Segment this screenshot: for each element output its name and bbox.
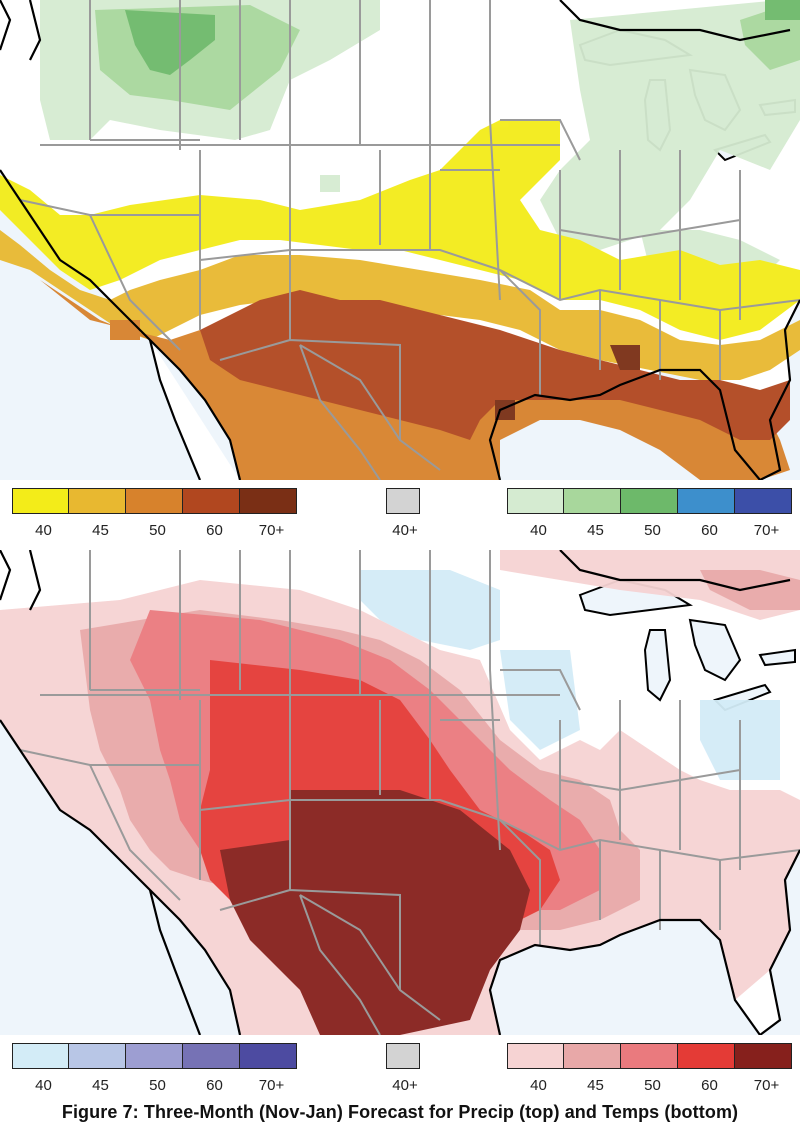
legend-item: 70+ (734, 1043, 792, 1094)
lake-ontario (758, 648, 796, 667)
legend-label: 70+ (753, 522, 780, 539)
legend-item: 70+ (239, 488, 297, 539)
legend-label: 40+ (392, 522, 418, 539)
legend-label: 45 (92, 522, 109, 539)
legend-swatch (734, 1043, 792, 1069)
state-borders (19, 550, 800, 1035)
lake-michigan (643, 629, 672, 702)
legend-item: 45 (563, 488, 621, 539)
legend-swatch (386, 1043, 420, 1069)
legend-label: 60 (701, 522, 718, 539)
land-mexico (150, 340, 240, 480)
legend-swatch (12, 1043, 70, 1069)
precip-shading (0, 0, 800, 480)
legend-swatch (125, 488, 183, 514)
coastlines (0, 550, 800, 1035)
legend-item: 50 (620, 488, 678, 539)
legend-label: 70+ (753, 1077, 780, 1094)
legend-label: 60 (206, 1077, 223, 1094)
legend-label: 40 (35, 522, 52, 539)
legend-swatch (12, 488, 70, 514)
legend-swatch (620, 1043, 678, 1069)
legend-swatch (563, 488, 621, 514)
legend-label: 40+ (392, 1077, 418, 1094)
legend-swatch (239, 488, 297, 514)
legend-item: 60 (182, 1043, 240, 1094)
legend-swatch (239, 1043, 297, 1069)
legend-label: 50 (149, 522, 166, 539)
temp-shading (0, 550, 800, 1035)
legend-label: 40 (530, 522, 547, 539)
legend-swatch (125, 1043, 183, 1069)
legend-item: 50 (125, 1043, 183, 1094)
legend-label: 45 (587, 1077, 604, 1094)
temp-legend: 40 45 50 60 70+ 40+ 40 45 50 60 70+ (0, 1043, 800, 1094)
legend-item: 45 (563, 1043, 621, 1094)
legend-label: 70+ (258, 522, 285, 539)
legend-equal-group: 40+ (386, 1043, 420, 1094)
legend-label: 45 (92, 1077, 109, 1094)
legend-above-group: 40 45 50 60 70+ (507, 1043, 792, 1094)
legend-swatch (182, 488, 240, 514)
legend-item: 50 (620, 1043, 678, 1094)
legend-below-group: 40 45 50 60 70+ (12, 488, 297, 539)
legend-label: 60 (701, 1077, 718, 1094)
legend-swatch (182, 1043, 240, 1069)
legend-label: 40 (530, 1077, 547, 1094)
precip-forecast-map (0, 0, 800, 480)
legend-swatch (677, 488, 735, 514)
legend-swatch (734, 488, 792, 514)
legend-item: 70+ (239, 1043, 297, 1094)
legend-item: 45 (68, 1043, 126, 1094)
legend-label: 40 (35, 1077, 52, 1094)
state-borders (19, 0, 800, 480)
legend-item: 60 (677, 488, 735, 539)
legend-item: 40+ (386, 488, 420, 539)
legend-item: 40+ (386, 1043, 420, 1094)
legend-item: 40 (12, 1043, 70, 1094)
legend-swatch (620, 488, 678, 514)
legend-item: 40 (12, 488, 70, 539)
legend-equal-group: 40+ (386, 488, 420, 539)
legend-swatch (507, 488, 565, 514)
legend-label: 45 (587, 522, 604, 539)
legend-label: 70+ (258, 1077, 285, 1094)
legend-label: 60 (206, 522, 223, 539)
lake-huron (688, 618, 742, 682)
legend-item: 70+ (734, 488, 792, 539)
legend-label: 50 (644, 522, 661, 539)
legend-item: 50 (125, 488, 183, 539)
legend-swatch (386, 488, 420, 514)
legend-swatch (68, 488, 126, 514)
temp-forecast-map (0, 550, 800, 1035)
legend-swatch (677, 1043, 735, 1069)
legend-item: 60 (182, 488, 240, 539)
legend-label: 50 (644, 1077, 661, 1094)
legend-swatch (507, 1043, 565, 1069)
legend-item: 45 (68, 488, 126, 539)
coastlines (0, 0, 800, 480)
legend-label: 50 (149, 1077, 166, 1094)
precip-legend: 40 45 50 60 70+ 40+ 40 45 50 60 70+ (0, 488, 800, 539)
legend-swatch (563, 1043, 621, 1069)
legend-item: 40 (507, 1043, 565, 1094)
figure-caption: Figure 7: Three-Month (Nov-Jan) Forecast… (61, 1102, 739, 1122)
legend-swatch (68, 1043, 126, 1069)
legend-below-group: 40 45 50 60 70+ (12, 1043, 297, 1094)
legend-item: 40 (507, 488, 565, 539)
legend-above-group: 40 45 50 60 70+ (507, 488, 792, 539)
legend-item: 60 (677, 1043, 735, 1094)
